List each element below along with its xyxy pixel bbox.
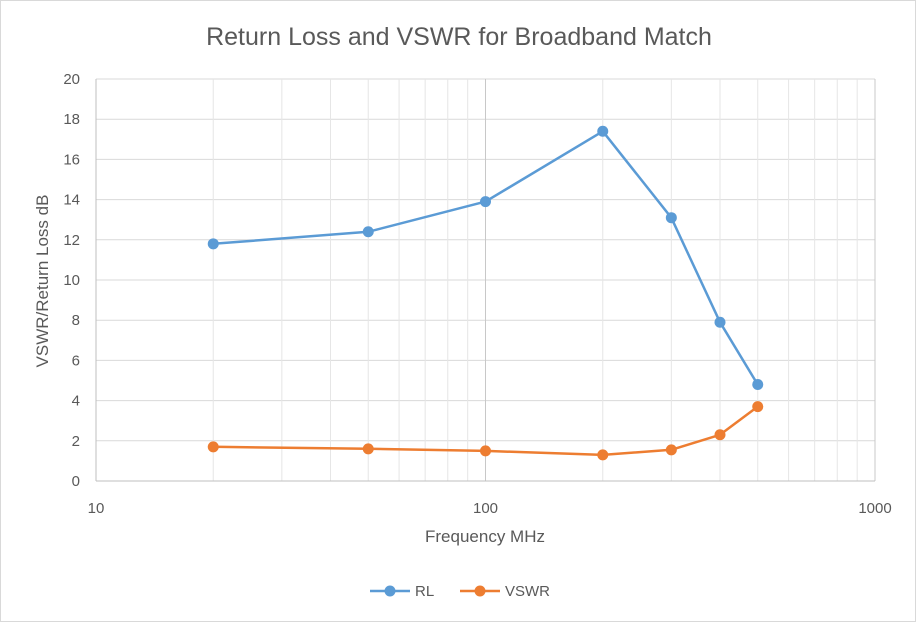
y-tick-label: 10	[63, 272, 80, 289]
data-point-rl	[665, 212, 677, 224]
y-tick-label: 0	[72, 473, 80, 490]
y-tick-label: 16	[63, 151, 80, 168]
legend: RL VSWR	[370, 583, 550, 600]
legend-swatch-marker-vswr	[474, 585, 486, 597]
y-tick-label: 20	[63, 71, 80, 88]
y-axis-title: VSWR/Return Loss dB	[33, 195, 52, 368]
data-point-rl	[714, 316, 726, 328]
legend-label-rl: RL	[415, 583, 434, 600]
data-point-vswr	[597, 449, 609, 461]
data-point-rl	[480, 196, 491, 208]
y-tick-label: 4	[72, 393, 80, 410]
chart-title: Return Loss and VSWR for Broadband Match	[206, 23, 712, 51]
data-point-vswr	[714, 429, 726, 441]
series-layer	[207, 125, 764, 461]
y-tick-label: 6	[72, 352, 80, 369]
legend-item-vswr: VSWR	[460, 583, 550, 600]
axis-layer	[95, 79, 875, 482]
legend-label-vswr: VSWR	[505, 583, 550, 600]
y-tick-label: 14	[63, 192, 80, 209]
y-tick-label: 8	[72, 312, 80, 329]
grid-layer	[96, 78, 876, 481]
legend-item-rl: RL	[370, 583, 434, 600]
y-tick-label: 2	[72, 433, 80, 450]
data-point-vswr	[362, 443, 374, 455]
y-tick-label: 12	[63, 232, 80, 249]
tick-layer: 0 2 4 6 8 10 12 14 16 18 20 10 100 1000	[63, 71, 891, 517]
legend-swatch-marker-rl	[384, 585, 396, 597]
data-point-rl	[597, 125, 609, 137]
data-point-rl	[207, 238, 219, 250]
data-point-vswr	[207, 441, 219, 453]
x-tick-label: 10	[88, 500, 105, 517]
x-tick-label: 100	[473, 500, 498, 517]
data-point-rl	[362, 226, 374, 238]
data-point-vswr	[665, 444, 677, 456]
y-tick-label: 18	[63, 111, 80, 128]
x-axis-title: Frequency MHz	[425, 527, 545, 546]
x-tick-label: 1000	[858, 500, 891, 517]
data-point-vswr	[480, 445, 491, 457]
data-point-vswr	[752, 401, 764, 413]
data-point-rl	[752, 379, 764, 391]
